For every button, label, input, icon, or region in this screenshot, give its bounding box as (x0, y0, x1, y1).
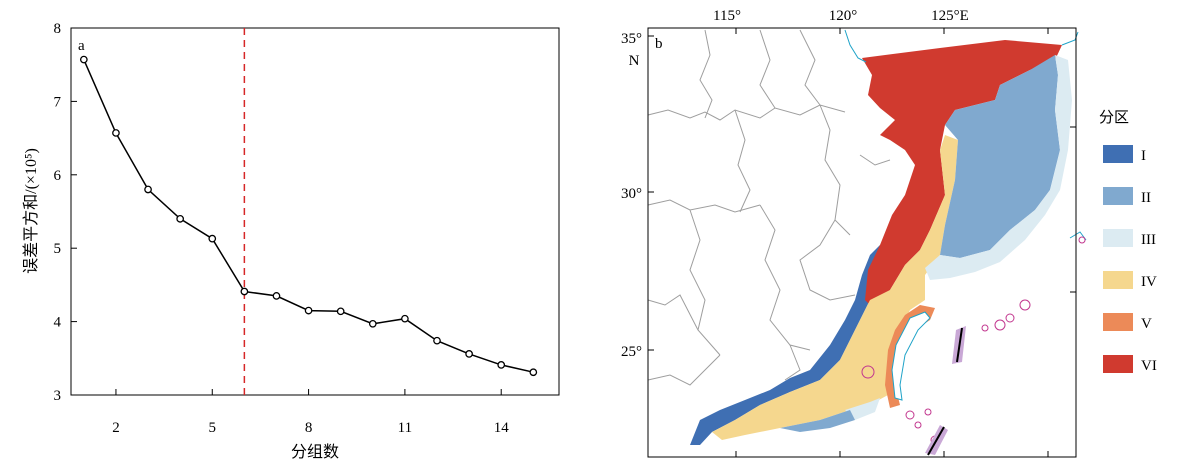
legend-swatch (1103, 229, 1133, 247)
panel-b-map: 115° 120° 125°E 35° N 30° 25° b (621, 8, 1087, 458)
data-point (176, 214, 185, 223)
series-line (83, 59, 534, 373)
legend-swatch (1103, 313, 1133, 331)
x-axis-a: 2 5 8 11 14 (112, 389, 509, 436)
series-points (79, 55, 538, 377)
lat-tick-25: 25° (621, 344, 642, 360)
province-boundaries (647, 29, 891, 386)
lon-tick-120: 120° (829, 8, 858, 24)
x-tick-label: 5 (209, 420, 217, 436)
legend-swatch (1103, 355, 1133, 373)
data-point (112, 129, 120, 137)
lon-tick-115: 115° (713, 8, 741, 24)
trench-markers (925, 326, 966, 456)
data-point (401, 314, 409, 323)
legend-swatch (1103, 271, 1133, 289)
legend-label: V (1141, 316, 1152, 332)
panel-label-b: b (655, 36, 663, 52)
y-axis-title: 误差平方和/(×10⁵) (22, 148, 40, 274)
zone-II-south (780, 410, 855, 432)
x-tick-label: 11 (398, 420, 412, 436)
y-tick-label: 8 (54, 21, 62, 37)
plot-frame-a (70, 27, 560, 396)
data-point (433, 336, 441, 345)
data-point (144, 185, 152, 194)
zone-polygons (690, 40, 1072, 445)
zone-II-area (940, 55, 1060, 258)
y-tick-label: 7 (54, 94, 62, 110)
zone-III-south (845, 398, 880, 420)
zone-III-area (925, 55, 1072, 280)
lat-tick-35: 35° (621, 31, 642, 47)
data-point (79, 55, 88, 64)
panel-label-a: a (78, 38, 85, 54)
legend-label: II (1141, 190, 1151, 206)
zone-VI-area (862, 40, 1062, 310)
data-point (368, 319, 377, 328)
y-tick-label: 4 (54, 315, 62, 331)
lat-tick-30: 30° (621, 186, 642, 202)
legend-label: III (1141, 232, 1156, 248)
legend-swatch (1103, 187, 1133, 205)
x-axis-title: 分组数 (291, 443, 339, 461)
data-point (529, 368, 538, 377)
legend-label: VI (1141, 358, 1157, 374)
data-point (272, 292, 281, 300)
legend-title: 分区 (1099, 109, 1129, 126)
x-tick-label: 14 (494, 420, 510, 436)
data-point (208, 234, 217, 243)
zone-IV-area (712, 135, 958, 440)
data-point (240, 287, 249, 296)
data-point (465, 350, 473, 358)
map-frame (647, 27, 1077, 458)
y-tick-label: 3 (54, 388, 62, 404)
legend-label: IV (1141, 274, 1157, 290)
data-point (336, 307, 345, 316)
y-tick-label: 6 (54, 168, 62, 184)
lat-unit: N (629, 53, 640, 69)
taiwan-island (891, 311, 931, 401)
lon-tick-125: 125°E (931, 8, 969, 24)
data-point (304, 306, 313, 315)
legend-label: I (1141, 148, 1146, 164)
legend-swatch (1103, 145, 1133, 163)
y-tick-label: 5 (54, 241, 62, 257)
data-point (497, 361, 506, 369)
x-tick-label: 8 (305, 420, 313, 436)
zone-V-area (885, 305, 935, 408)
zone-I-area (690, 245, 888, 445)
panel-a-chart: a 3 4 5 6 7 8 2 5 8 11 14 分组数 误差平方和/(×10⁵) (22, 21, 560, 461)
y-axis-a: 3 4 5 6 7 8 (54, 21, 77, 404)
map-ticks (648, 28, 1076, 457)
x-tick-label: 2 (112, 420, 120, 436)
